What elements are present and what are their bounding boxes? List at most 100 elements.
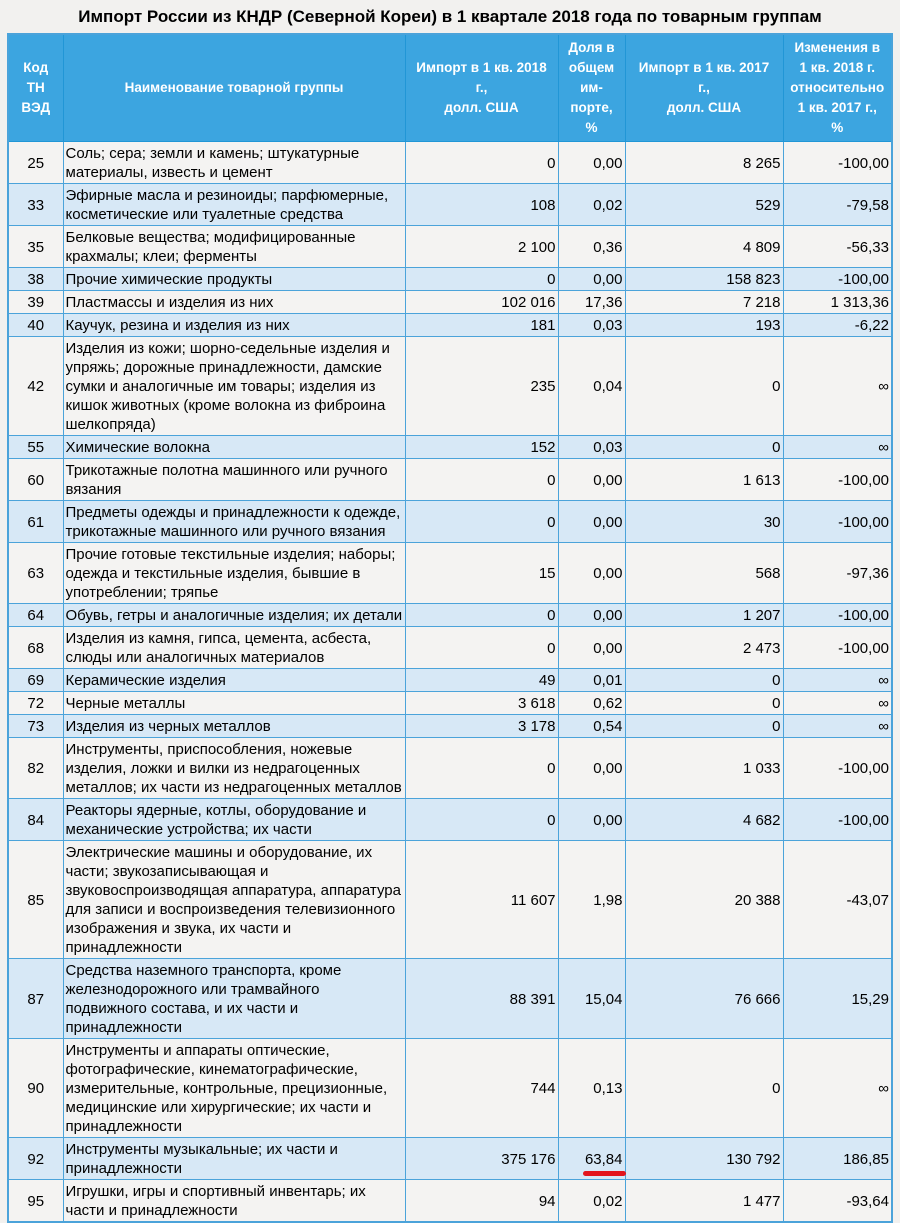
table-row: 42 Изделия из кожи; шорно-седельные издел… (7, 336, 893, 436)
cell-share: 0,00 (557, 626, 626, 669)
cell-code: 42 (7, 336, 64, 436)
table-row: 60 Трикотажные полотна машинного или ручн… (7, 458, 893, 501)
cell-change: -43,07 (782, 840, 893, 959)
cell-name: Каучук, резина и изделия из них (62, 313, 406, 337)
cell-import-2017: 1 613 (624, 458, 784, 501)
cell-import-2017: 30 (624, 500, 784, 543)
cell-change: -100,00 (782, 798, 893, 841)
cell-import-2018: 2 100 (404, 225, 559, 268)
table-header: Код ТН ВЭД Наименование товарной группы … (7, 33, 893, 142)
cell-code: 33 (7, 183, 64, 226)
cell-name: Пластмассы и изделия из них (62, 290, 406, 314)
cell-import-2018: 0 (404, 141, 559, 184)
column-header-code: Код ТН ВЭД (7, 33, 64, 142)
table-row: 25 Соль; сера; земли и камень; штукатурны… (7, 141, 893, 184)
cell-share: 0,00 (557, 798, 626, 841)
cell-import-2017: 4 809 (624, 225, 784, 268)
table-row: 92 Инструменты музыкальные; их части и пр… (7, 1137, 893, 1180)
cell-code: 84 (7, 798, 64, 841)
page-title: Импорт России из КНДР (Северной Кореи) в… (78, 7, 822, 26)
cell-code: 61 (7, 500, 64, 543)
cell-change: -100,00 (782, 603, 893, 627)
table-row: 72 Черные металлы 3 618 0,62 0 ∞ (7, 691, 893, 715)
cell-name: Реакторы ядерные, котлы, оборудование и … (62, 798, 406, 841)
cell-import-2018: 88 391 (404, 958, 559, 1039)
cell-share: 0,02 (557, 183, 626, 226)
cell-import-2017: 0 (624, 668, 784, 692)
table-row: 61 Предметы одежды и принадлежности к оде… (7, 500, 893, 543)
cell-change: ∞ (782, 435, 893, 459)
cell-name: Изделия из кожи; шорно-седельные изделия… (62, 336, 406, 436)
cell-change: 1 313,36 (782, 290, 893, 314)
cell-import-2018: 15 (404, 542, 559, 604)
cell-import-2018: 0 (404, 500, 559, 543)
cell-change: -100,00 (782, 458, 893, 501)
table-row: 35 Белковые вещества; модифицированные кр… (7, 225, 893, 268)
cell-import-2017: 130 792 (624, 1137, 784, 1180)
table-row: 33 Эфирные масла и резиноиды; парфюмерные… (7, 183, 893, 226)
cell-import-2018: 0 (404, 737, 559, 799)
table-row: 84 Реакторы ядерные, котлы, оборудование … (7, 798, 893, 841)
cell-import-2017: 568 (624, 542, 784, 604)
cell-share: 0,02 (557, 1179, 626, 1223)
cell-import-2018: 0 (404, 603, 559, 627)
cell-share: 0,00 (557, 267, 626, 291)
cell-change: -6,22 (782, 313, 893, 337)
cell-code: 87 (7, 958, 64, 1039)
cell-import-2018: 94 (404, 1179, 559, 1223)
table-row: 87 Средства наземного транспорта, кроме ж… (7, 958, 893, 1039)
cell-import-2018: 0 (404, 798, 559, 841)
cell-import-2018: 235 (404, 336, 559, 436)
cell-share: 15,04 (557, 958, 626, 1039)
column-header-import-2018: Импорт в 1 кв. 2018 г., долл. США (404, 33, 559, 142)
cell-name: Белковые вещества; модифицированные крах… (62, 225, 406, 268)
cell-code: 55 (7, 435, 64, 459)
cell-share: 0,54 (557, 714, 626, 738)
cell-share: 0,00 (557, 737, 626, 799)
table-row: 38 Прочие химические продукты 0 0,00 158 823… (7, 267, 893, 291)
cell-share: 1,98 (557, 840, 626, 959)
cell-change: -100,00 (782, 737, 893, 799)
cell-import-2018: 0 (404, 458, 559, 501)
cell-change: -56,33 (782, 225, 893, 268)
cell-import-2018: 744 (404, 1038, 559, 1138)
cell-import-2017: 529 (624, 183, 784, 226)
cell-code: 60 (7, 458, 64, 501)
cell-code: 73 (7, 714, 64, 738)
cell-code: 95 (7, 1179, 64, 1223)
cell-change: -79,58 (782, 183, 893, 226)
table-row: 68 Изделия из камня, гипса, цемента, асбе… (7, 626, 893, 669)
cell-change: ∞ (782, 714, 893, 738)
cell-code: 82 (7, 737, 64, 799)
cell-import-2017: 0 (624, 714, 784, 738)
cell-import-2017: 1 033 (624, 737, 784, 799)
cell-import-2017: 158 823 (624, 267, 784, 291)
cell-import-2018: 3 618 (404, 691, 559, 715)
cell-name: Химические волокна (62, 435, 406, 459)
cell-name: Инструменты, приспособления, ножевые изд… (62, 737, 406, 799)
table-row: 69 Керамические изделия 49 0,01 0 ∞ (7, 668, 893, 692)
cell-import-2018: 3 178 (404, 714, 559, 738)
cell-share: 0,00 (557, 500, 626, 543)
cell-change: 186,85 (782, 1137, 893, 1180)
table-row: 55 Химические волокна 152 0,03 0 ∞ (7, 435, 893, 459)
cell-import-2017: 76 666 (624, 958, 784, 1039)
cell-import-2018: 0 (404, 626, 559, 669)
cell-change: ∞ (782, 1038, 893, 1138)
red-underline-annotation: 63,84 (582, 1150, 626, 1176)
cell-code: 90 (7, 1038, 64, 1138)
cell-import-2017: 7 218 (624, 290, 784, 314)
cell-import-2017: 0 (624, 336, 784, 436)
cell-change: ∞ (782, 691, 893, 715)
cell-name: Электрические машины и оборудование, их … (62, 840, 406, 959)
cell-code: 38 (7, 267, 64, 291)
cell-share: 0,00 (557, 542, 626, 604)
cell-share: 0,00 (557, 458, 626, 501)
cell-share: 0,03 (557, 435, 626, 459)
cell-code: 35 (7, 225, 64, 268)
column-header-change: Изменения в 1 кв. 2018 г. относительно 1… (782, 33, 893, 142)
table-row: 64 Обувь, гетры и аналогичные изделия; их… (7, 603, 893, 627)
cell-import-2017: 193 (624, 313, 784, 337)
cell-import-2017: 2 473 (624, 626, 784, 669)
cell-share: 0,36 (557, 225, 626, 268)
